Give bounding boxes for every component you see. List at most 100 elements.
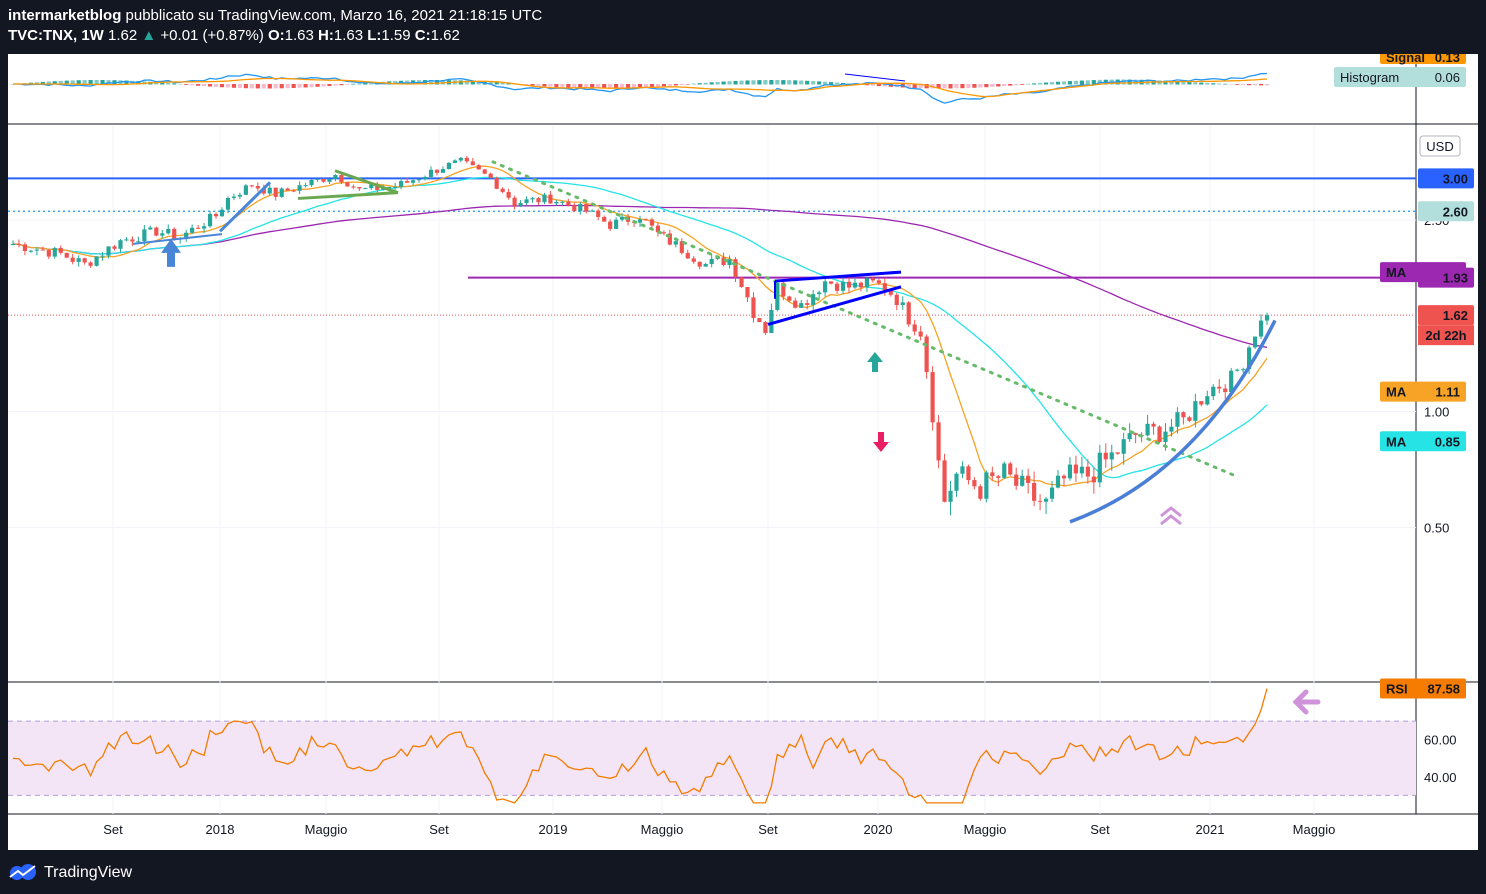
candle [94, 256, 99, 267]
candle [1145, 414, 1150, 437]
candle-body [285, 188, 290, 191]
candle [1193, 393, 1198, 428]
macd-bar [178, 83, 183, 85]
candle [243, 183, 248, 196]
time-tick-label: 2020 [864, 822, 893, 837]
macd-bar [787, 80, 792, 85]
candle [1026, 468, 1031, 494]
macd-bar [954, 84, 959, 89]
candle [1241, 367, 1246, 373]
candle [984, 470, 989, 503]
macd-bar [1026, 83, 1031, 85]
macd-bar [614, 84, 619, 89]
candle-body [811, 294, 816, 305]
macd-bar [70, 80, 75, 85]
time-tick-label: Maggio [1293, 822, 1336, 837]
candle-body [990, 472, 995, 477]
candle-body [834, 283, 840, 291]
macd-bar [1079, 80, 1084, 85]
macd-bar [876, 84, 881, 87]
macd-bar [154, 82, 159, 85]
macd-bar [990, 84, 995, 87]
macd-bar [649, 84, 655, 88]
macd-bar [315, 84, 320, 87]
candle [566, 198, 571, 207]
candle [1097, 444, 1102, 488]
macd-bar [52, 81, 57, 85]
candle [297, 181, 302, 195]
candle [1091, 467, 1096, 494]
macd-bar [1211, 83, 1216, 85]
candle-body [793, 300, 798, 308]
candle [936, 415, 941, 469]
candle-body [954, 473, 959, 491]
candle-body [422, 176, 428, 180]
candle-body [1217, 386, 1222, 389]
candle-body [614, 219, 619, 229]
candle [966, 464, 971, 485]
candle [805, 299, 810, 310]
price-tag-value: 3.00 [1443, 171, 1468, 186]
macd-bar [261, 84, 266, 89]
candle [154, 226, 159, 237]
candle [799, 300, 804, 308]
candle [76, 255, 81, 267]
candle-body [554, 201, 559, 204]
candle [530, 197, 535, 203]
candle-body [518, 203, 523, 206]
macd-bar [793, 80, 798, 85]
candle-body [882, 283, 887, 291]
chart-canvas [8, 54, 1478, 850]
open-label: O: [268, 27, 285, 44]
macd-bar [608, 84, 613, 89]
candle [661, 230, 666, 236]
candle-body [721, 257, 726, 266]
candle-body [16, 243, 22, 245]
candle [488, 172, 493, 179]
macd-bar [1049, 82, 1055, 85]
candle [584, 203, 589, 214]
footer: TradingView [8, 858, 132, 888]
candle-body [201, 226, 207, 229]
high-label: H: [318, 27, 334, 44]
candle [751, 292, 756, 323]
candle [763, 320, 768, 336]
tradingview-logo-icon[interactable] [8, 863, 38, 883]
macd-bar [369, 82, 374, 85]
candle-body [727, 259, 732, 266]
macd-bar [685, 84, 690, 85]
candle-body [327, 178, 332, 182]
candle [148, 225, 153, 230]
price-tag-box [1380, 431, 1466, 452]
price-chart[interactable]: Set 2018 Maggio Set 2019 Maggio Set 2020 Maggio S… [8, 54, 1478, 850]
rsi-line [12, 688, 1268, 804]
candle [733, 257, 738, 283]
time-tick-label: Maggio [641, 822, 684, 837]
candle-body [1032, 483, 1037, 501]
macd-bar [1002, 84, 1007, 87]
candle-body [387, 186, 392, 189]
candle [637, 215, 643, 227]
candle [554, 199, 559, 206]
candle-body [249, 185, 254, 187]
macd-bar [554, 84, 559, 88]
macd-bar [667, 84, 672, 86]
candle [1181, 411, 1186, 425]
macd-bar [1241, 84, 1246, 86]
author-name[interactable]: intermarketblog [8, 7, 122, 24]
triangle-lower-line [297, 191, 399, 200]
candle [363, 187, 368, 190]
candle [894, 292, 899, 311]
candle [309, 179, 314, 188]
candle-body [1049, 487, 1055, 499]
candle-body [476, 165, 481, 170]
close-label: C: [414, 27, 431, 44]
price-tag-box [1380, 381, 1466, 402]
candle-body [1258, 320, 1264, 337]
candle-body [560, 201, 565, 203]
candle-body [924, 336, 929, 373]
candle-body [124, 239, 129, 241]
candle [184, 229, 189, 242]
tradingview-brand[interactable]: TradingView [44, 864, 133, 881]
candle [22, 242, 28, 256]
